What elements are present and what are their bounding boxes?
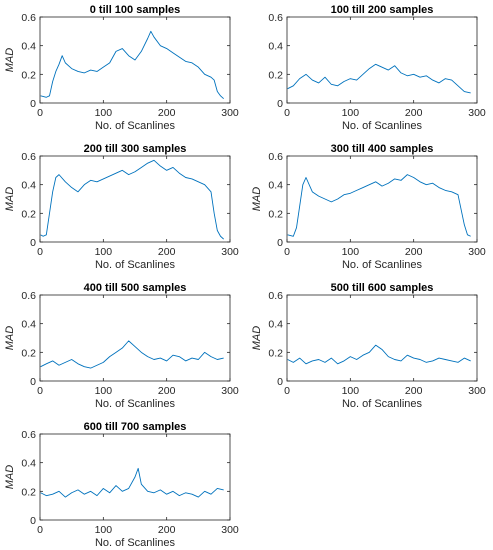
- x-tick-label: 200: [405, 385, 423, 397]
- y-tick-label: 0.4: [268, 180, 283, 192]
- x-tick-label: 0: [284, 385, 290, 397]
- series-line: [287, 344, 471, 365]
- y-tick-label: 0.6: [21, 290, 36, 302]
- x-tick-label: 300: [468, 107, 486, 119]
- x-tick-label: 200: [158, 524, 176, 536]
- y-tick-label: 0: [30, 98, 36, 110]
- x-axis-label: No. of Scanlines: [95, 398, 176, 410]
- axes-box: [39, 155, 231, 243]
- y-tick-label: 0: [277, 237, 283, 249]
- y-tick-label: 0: [277, 98, 283, 110]
- chart-title: 0 till 100 samples: [90, 4, 181, 16]
- y-axis-label: MAD: [251, 326, 263, 351]
- x-tick-label: 0: [284, 246, 290, 258]
- chart-panel: 600 till 700 samples 0 100 200 300 0 0.2 0.4 0.6…: [4, 421, 239, 549]
- x-axis-label: No. of Scanlines: [342, 398, 423, 410]
- axes-box: [286, 294, 478, 382]
- axes-box: [286, 155, 478, 243]
- x-axis-label: No. of Scanlines: [342, 120, 423, 132]
- x-tick-label: 300: [221, 246, 239, 258]
- y-axis-label: MAD: [4, 187, 16, 212]
- y-tick-label: 0.6: [268, 151, 283, 163]
- x-tick-label: 300: [468, 385, 486, 397]
- y-tick-label: 0.2: [21, 69, 36, 81]
- y-tick-label: 0.6: [21, 429, 36, 441]
- y-tick-label: 0.6: [268, 12, 283, 24]
- y-tick-label: 0.2: [268, 208, 283, 220]
- x-axis-label: No. of Scanlines: [95, 537, 176, 549]
- x-axis-label: No. of Scanlines: [95, 259, 176, 271]
- x-tick-label: 100: [95, 524, 113, 536]
- x-tick-label: 100: [342, 107, 360, 119]
- x-tick-label: 0: [37, 385, 43, 397]
- chart-panel: 200 till 300 samples 0 100 200 300 0 0.2 0.4 0.6…: [4, 143, 239, 271]
- chart-title: 400 till 500 samples: [84, 282, 187, 294]
- x-tick-label: 0: [37, 107, 43, 119]
- y-axis-label: MAD: [4, 465, 16, 490]
- y-tick-label: 0.2: [268, 347, 283, 359]
- x-tick-label: 100: [342, 246, 360, 258]
- chart-panel: 0 till 100 samples 0 100 200 300 0 0.2 0.4 0.6 No…: [4, 4, 239, 132]
- series-line: [40, 30, 224, 100]
- y-tick-label: 0.4: [268, 41, 283, 53]
- y-axis-label: MAD: [251, 187, 263, 212]
- chart-panel: 300 till 400 samples 0 100 200 300 0 0.2 0.4 0.6…: [251, 143, 486, 271]
- x-tick-label: 200: [158, 246, 176, 258]
- y-tick-label: 0.2: [21, 486, 36, 498]
- x-tick-label: 100: [342, 385, 360, 397]
- y-tick-label: 0: [277, 376, 283, 388]
- series-line: [40, 159, 224, 240]
- chart-title: 300 till 400 samples: [331, 143, 434, 155]
- x-tick-label: 300: [221, 107, 239, 119]
- y-axis-label: MAD: [4, 326, 16, 351]
- y-tick-label: 0.4: [21, 180, 36, 192]
- x-axis-label: No. of Scanlines: [95, 120, 176, 132]
- x-axis-label: No. of Scanlines: [342, 259, 423, 271]
- series-line: [287, 174, 471, 237]
- x-tick-label: 100: [95, 246, 113, 258]
- x-tick-label: 200: [158, 107, 176, 119]
- x-tick-label: 100: [95, 107, 113, 119]
- x-tick-label: 100: [95, 385, 113, 397]
- y-tick-label: 0: [30, 376, 36, 388]
- x-tick-label: 300: [221, 524, 239, 536]
- chart-title: 500 till 600 samples: [331, 282, 434, 294]
- x-tick-label: 200: [405, 246, 423, 258]
- y-tick-label: 0.4: [21, 41, 36, 53]
- series-line: [40, 467, 224, 498]
- chart-panel: 500 till 600 samples 0 100 200 300 0 0.2 0.4 0.6…: [251, 282, 486, 410]
- chart-panel: 400 till 500 samples 0 100 200 300 0 0.2 0.4 0.6…: [4, 282, 239, 410]
- y-tick-label: 0: [30, 515, 36, 527]
- chart-panel: 100 till 200 samples 0 100 200 300 0 0.2 0.4 0.6…: [268, 4, 486, 132]
- axes-box: [286, 16, 478, 104]
- chart-title: 100 till 200 samples: [331, 4, 434, 16]
- y-tick-label: 0.6: [268, 290, 283, 302]
- x-tick-label: 0: [284, 107, 290, 119]
- x-tick-label: 300: [468, 246, 486, 258]
- x-tick-label: 300: [221, 385, 239, 397]
- x-tick-label: 0: [37, 524, 43, 536]
- x-tick-label: 200: [158, 385, 176, 397]
- series-line: [287, 63, 471, 94]
- y-tick-label: 0.4: [21, 319, 36, 331]
- series-line: [40, 340, 224, 369]
- y-tick-label: 0.6: [21, 151, 36, 163]
- y-tick-label: 0.2: [21, 347, 36, 359]
- x-tick-label: 0: [37, 246, 43, 258]
- chart-title: 600 till 700 samples: [84, 421, 187, 433]
- y-tick-label: 0.2: [21, 208, 36, 220]
- y-tick-label: 0.2: [268, 69, 283, 81]
- chart-title: 200 till 300 samples: [84, 143, 187, 155]
- y-tick-label: 0.6: [21, 12, 36, 24]
- y-axis-label: MAD: [4, 48, 16, 73]
- axes-box: [39, 294, 231, 382]
- x-tick-label: 200: [405, 107, 423, 119]
- y-tick-label: 0: [30, 237, 36, 249]
- y-tick-label: 0.4: [268, 319, 283, 331]
- y-tick-label: 0.4: [21, 458, 36, 470]
